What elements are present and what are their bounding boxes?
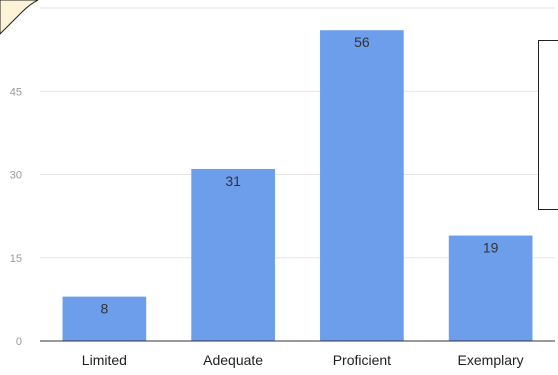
bar-exemplary	[448, 235, 533, 341]
gridlines	[40, 7, 555, 259]
corner-decoration-shape	[0, 0, 39, 35]
category-label-limited: Limited	[82, 352, 127, 368]
category-label-adequate: Adequate	[203, 352, 263, 368]
x-axis-category-labels: Limited Adequate Proficient Exemplary	[82, 352, 524, 368]
bar-proficient	[320, 30, 404, 341]
data-label-limited: 8	[100, 301, 108, 317]
y-axis-tick-labels: 015304560	[10, 3, 22, 348]
data-label-proficient: 56	[354, 34, 370, 50]
y-tick-label: 15	[10, 253, 22, 265]
y-tick-label: 30	[10, 170, 22, 182]
bars	[62, 30, 533, 341]
y-tick-label: 0	[16, 336, 22, 348]
bar-limited	[62, 296, 147, 341]
category-label-proficient: Proficient	[333, 352, 391, 368]
data-labels: 8 31 56 19	[100, 34, 498, 316]
y-tick-label: 45	[10, 86, 22, 98]
category-label-exemplary: Exemplary	[458, 352, 524, 368]
bar-adequate	[191, 168, 275, 341]
data-label-adequate: 31	[225, 173, 241, 189]
data-label-exemplary: 19	[483, 240, 499, 256]
legend-box	[538, 40, 558, 210]
